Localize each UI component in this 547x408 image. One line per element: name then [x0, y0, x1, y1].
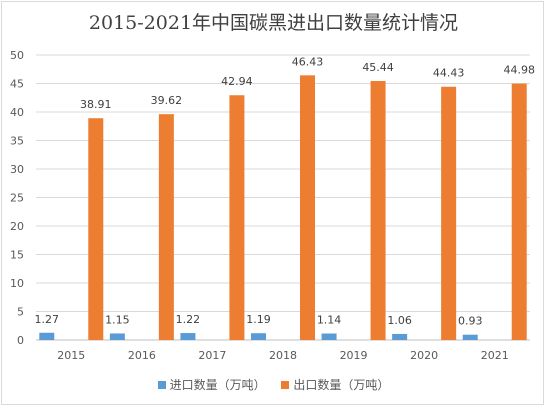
- y-tick-label: 15: [10, 249, 24, 262]
- data-label-import: 1.22: [176, 313, 201, 326]
- legend-label-import: 进口数量（万吨）: [169, 378, 266, 392]
- x-tick-label: 2021: [481, 349, 509, 362]
- y-tick-label: 35: [10, 135, 24, 148]
- bar-import: [180, 333, 196, 340]
- bar-import: [462, 334, 478, 340]
- x-tick-label: 2017: [198, 349, 226, 362]
- bar-import: [109, 333, 125, 340]
- data-label-export: 42.94: [221, 75, 253, 88]
- y-tick-label: 5: [17, 306, 24, 319]
- data-label-export: 39.62: [151, 94, 183, 107]
- data-label-export: 45.44: [362, 61, 394, 74]
- legend-label-export: 出口数量（万吨）: [293, 378, 390, 392]
- x-tick-label: 2020: [410, 349, 438, 362]
- data-label-import: 1.14: [317, 314, 342, 327]
- bar-export: [511, 83, 527, 340]
- x-tick-label: 2018: [269, 349, 297, 362]
- data-label-import: 1.27: [35, 313, 60, 326]
- y-tick-label: 40: [10, 106, 24, 119]
- y-tick-label: 25: [10, 192, 24, 205]
- data-label-export: 44.43: [433, 67, 465, 80]
- x-tick-label: 2015: [57, 349, 85, 362]
- bar-export: [370, 80, 386, 340]
- legend-item-import: 进口数量（万吨）: [157, 376, 266, 393]
- y-tick-label: 20: [10, 220, 24, 233]
- y-tick-label: 10: [10, 277, 24, 290]
- bar-import: [39, 332, 55, 340]
- data-label-export: 44.98: [503, 64, 535, 77]
- x-tick-label: 2019: [340, 349, 368, 362]
- bar-import: [321, 333, 337, 340]
- y-tick-label: 30: [10, 163, 24, 176]
- chart-title: 2015-2021年中国碳黑进出口数量统计情况: [88, 12, 459, 34]
- data-label-import: 1.19: [246, 313, 271, 326]
- bar-export: [441, 86, 457, 341]
- legend-swatch-export: [281, 380, 290, 389]
- legend-item-export: 出口数量（万吨）: [281, 376, 389, 393]
- bar-export: [229, 95, 245, 340]
- bar-export: [88, 118, 104, 340]
- y-tick-label: 0: [17, 334, 24, 347]
- bar-import: [392, 333, 408, 340]
- data-label-export: 38.91: [80, 98, 112, 111]
- bar-import: [251, 333, 266, 340]
- x-tick-label: 2016: [128, 349, 156, 362]
- y-tick-label: 50: [10, 49, 24, 62]
- data-label-import: 1.15: [105, 313, 130, 326]
- legend-swatch-import: [157, 380, 166, 389]
- y-tick-label: 45: [10, 78, 24, 91]
- data-label-import: 1.06: [387, 314, 412, 327]
- data-label-import: 0.93: [458, 315, 483, 328]
- data-label-export: 46.43: [292, 55, 324, 68]
- bar-export: [300, 75, 315, 340]
- legend: 进口数量（万吨） 出口数量（万吨）: [0, 376, 547, 393]
- bar-export: [158, 114, 174, 340]
